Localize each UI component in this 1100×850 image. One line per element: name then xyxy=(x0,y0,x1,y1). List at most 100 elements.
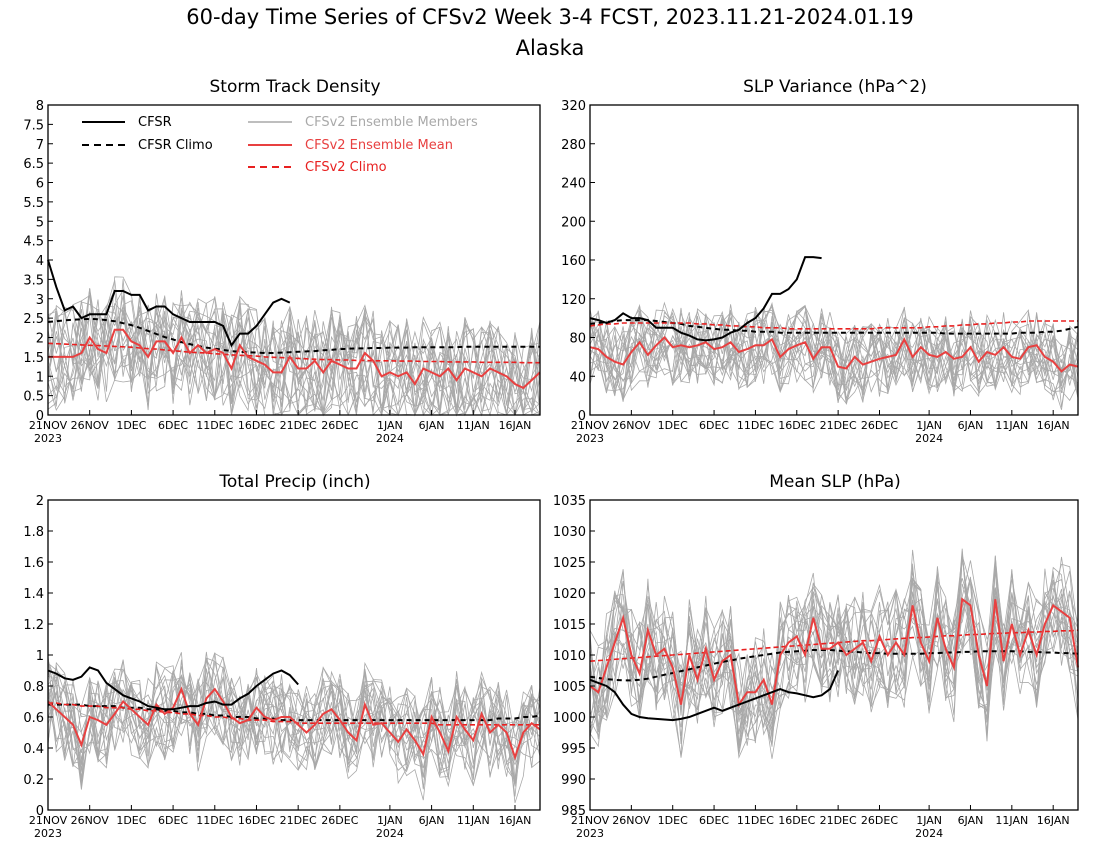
legend-label-cfsv2-climo: CFSv2 Climo xyxy=(305,160,387,175)
x-tick-label: 11DEC xyxy=(196,419,233,432)
cfsv2-climo-line xyxy=(47,342,540,364)
x-tick-label: 6DEC xyxy=(158,814,188,827)
y-tick-label: 1.8 xyxy=(23,525,44,540)
y-tick-label: 1015 xyxy=(553,618,586,633)
y-tick-label: 7.5 xyxy=(23,118,44,133)
y-tick-label: 1005 xyxy=(553,680,586,695)
ensemble-mean-line xyxy=(48,328,541,390)
ensemble-member-line xyxy=(589,551,1079,759)
ensemble-member-line xyxy=(47,660,541,787)
x-tick-label: 21DEC xyxy=(820,419,857,432)
ensemble-member-line xyxy=(47,652,541,788)
y-tick-label: 1010 xyxy=(553,649,586,664)
y-tick-label: 0 xyxy=(36,804,44,819)
x-tick-label: 1JAN xyxy=(377,419,403,432)
legend-label-cfsr: CFSR xyxy=(138,115,172,130)
x-tick-label: 21NOV xyxy=(29,814,68,827)
y-tick-label: 0.2 xyxy=(23,773,44,788)
x-tick-label: 26DEC xyxy=(861,419,898,432)
x-tick-label: 16DEC xyxy=(778,419,815,432)
x-tick-label: 16DEC xyxy=(778,814,815,827)
x-tick-label: 6DEC xyxy=(699,814,729,827)
x-tick-label: 26DEC xyxy=(861,814,898,827)
x-tick-label: 1DEC xyxy=(116,419,146,432)
panel-title-slp-variance: SLP Variance (hPa^2) xyxy=(743,77,927,97)
x-tick-label: 16DEC xyxy=(238,814,275,827)
x-tick-label: 11JAN xyxy=(457,814,490,827)
y-tick-label: 80 xyxy=(569,332,586,347)
y-tick-label: 1035 xyxy=(553,494,586,509)
cfsv2-climo-line xyxy=(589,629,1079,662)
y-tick-label: 40 xyxy=(569,370,586,385)
ensemble-member-line xyxy=(47,301,541,417)
panel-slp-variance: 0 40 80 120 160 200 240 280 320 21NOV 26NOV 1DEC 6DE… xyxy=(561,99,1079,445)
y-tick-label: 5.5 xyxy=(23,196,44,211)
y-tick-label: 1000 xyxy=(553,711,586,726)
cfsr-line xyxy=(47,666,299,711)
x-year-label: 2023 xyxy=(34,432,62,445)
ensemble-member-line xyxy=(47,288,541,417)
ensemble-mean-line xyxy=(47,686,541,761)
x-tick-label: 1DEC xyxy=(658,814,688,827)
y-tick-label: 4 xyxy=(36,254,44,269)
ensemble-member-line xyxy=(589,311,1079,399)
cfsr-line xyxy=(47,259,291,348)
y-tick-label: 1.6 xyxy=(23,556,44,571)
plot-frame xyxy=(47,499,541,811)
x-tick-label: 16JAN xyxy=(499,814,532,827)
y-tick-label: 6.5 xyxy=(23,157,44,172)
y-tick-label: 3.5 xyxy=(23,273,44,288)
y-tick-label: 990 xyxy=(561,773,586,788)
x-tick-label: 21DEC xyxy=(280,814,317,827)
y-tick-label: 7 xyxy=(36,138,44,153)
ensemble-member-line xyxy=(47,660,541,778)
x-tick-label: 1JAN xyxy=(916,814,942,827)
x-year-label: 2023 xyxy=(576,432,604,445)
y-tick-label: 2 xyxy=(36,494,44,509)
x-tick-label: 26NOV xyxy=(612,814,651,827)
ensemble-member-line xyxy=(589,301,1079,402)
y-tick-label: 1030 xyxy=(553,525,586,540)
y-tick-label: 200 xyxy=(561,215,586,230)
ensemble-member-line xyxy=(589,310,1079,402)
y-tick-label: 1 xyxy=(36,649,44,664)
x-tick-label: 21DEC xyxy=(280,419,317,432)
cfsr-climo-line xyxy=(47,317,540,354)
cfsr-climo-line xyxy=(589,649,1079,682)
x-tick-label: 21NOV xyxy=(571,814,610,827)
x-year-label: 2023 xyxy=(576,827,604,840)
ensemble-member-line xyxy=(47,295,541,416)
y-tick-label: 985 xyxy=(561,804,586,819)
ensemble-member-line xyxy=(47,279,541,417)
x-tick-label: 6JAN xyxy=(958,814,984,827)
y-tick-label: 995 xyxy=(561,742,586,757)
panel-total-precip: 0 0.2 0.4 0.6 0.8 1 1.2 1.4 1.6 1.8 2 21NOV 26NOV 1DE… xyxy=(23,494,541,840)
x-year-label: 2024 xyxy=(915,827,943,840)
cfsr-line xyxy=(589,670,840,722)
ensemble-member-line xyxy=(47,658,541,804)
ensemble-mean-line xyxy=(589,597,1079,708)
legend: CFSR CFSR Climo CFSv2 Ensemble Members C… xyxy=(82,115,478,175)
legend-label-cfsr-climo: CFSR Climo xyxy=(138,138,213,153)
x-tick-label: 11JAN xyxy=(995,419,1028,432)
y-tick-label: 1.4 xyxy=(23,587,44,602)
panel-title-mean-slp: Mean SLP (hPa) xyxy=(769,472,901,492)
x-tick-label: 6DEC xyxy=(699,419,729,432)
y-tick-label: 0.5 xyxy=(23,390,44,405)
ensemble-member-line xyxy=(47,656,541,778)
x-year-label: 2023 xyxy=(34,827,62,840)
y-tick-label: 120 xyxy=(561,293,586,308)
ensemble-member-line xyxy=(589,587,1079,749)
x-tick-label: 6DEC xyxy=(158,419,188,432)
x-tick-label: 11JAN xyxy=(995,814,1028,827)
cfsv2-climo-line xyxy=(589,320,1078,330)
y-tick-label: 2.5 xyxy=(23,312,44,327)
x-tick-label: 1DEC xyxy=(658,419,688,432)
ensemble-member-line xyxy=(589,556,1079,744)
ensemble-mean-line xyxy=(589,336,1079,373)
x-tick-label: 11JAN xyxy=(457,419,490,432)
y-tick-label: 0 xyxy=(578,409,586,424)
x-year-label: 2024 xyxy=(376,432,404,445)
